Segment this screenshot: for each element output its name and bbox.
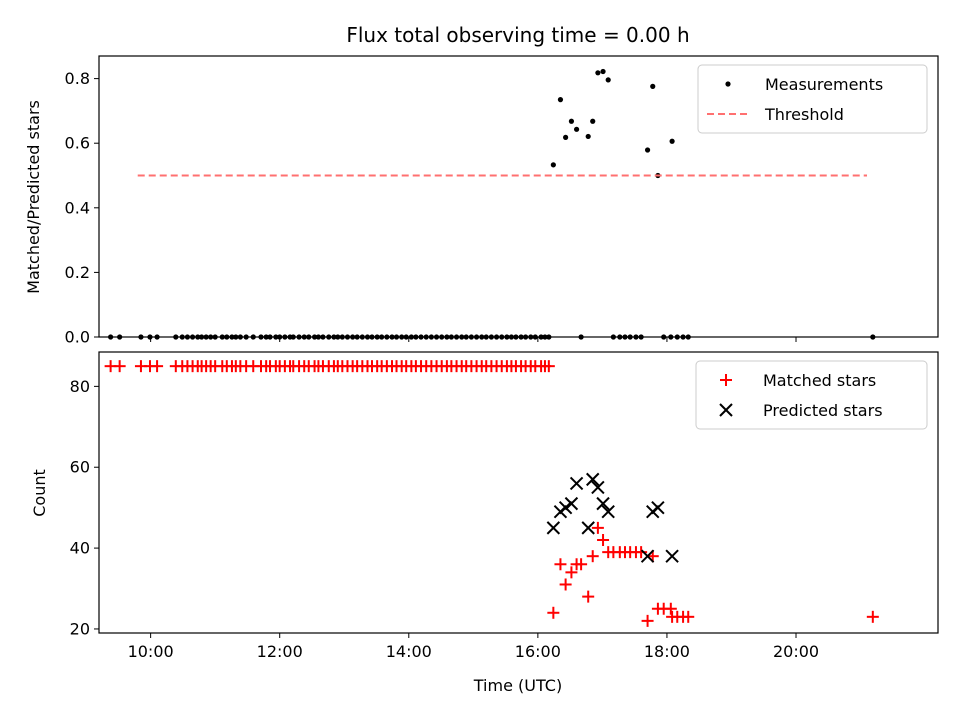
bottom-y-tick-label: 80 [70, 377, 90, 396]
top-panel: 0.00.20.40.60.8 Matched/Predicted stars … [24, 55, 939, 347]
bottom-y-tick-label: 60 [70, 458, 90, 477]
bottom-x-tick-label: 12:00 [257, 642, 303, 661]
bottom-y-tick-label: 20 [70, 619, 90, 638]
measurement-point [573, 126, 580, 132]
bottom-x-tick-label: 18:00 [644, 642, 690, 661]
predicted-star-point [591, 480, 605, 495]
matched-star-point [575, 558, 588, 571]
matched-star-point [565, 566, 578, 579]
bottom-legend: Matched stars Predicted stars [695, 360, 928, 430]
matched-star-point [664, 602, 677, 615]
measurement-point [590, 118, 596, 124]
matched-star-point [591, 521, 604, 534]
predicted-star-point [581, 521, 595, 535]
matched-star-point [582, 590, 595, 603]
measurement-point [600, 68, 606, 75]
bottom-y-tick-label: 40 [70, 539, 90, 558]
matched-star-point [586, 550, 599, 563]
matched-star-point [597, 534, 610, 547]
matched-star-point [113, 360, 126, 373]
predicted-star-point [569, 476, 584, 491]
top-y-tick-label: 0.2 [65, 263, 90, 282]
measurement-point [669, 138, 675, 144]
matched-star-point [559, 578, 572, 591]
matched-star-point [554, 558, 567, 571]
measurement-point [563, 134, 569, 140]
top-y-tick-label: 0.4 [65, 198, 90, 217]
predicted-star-point [665, 549, 679, 563]
top-y-tick-label: 0.6 [65, 134, 90, 153]
bottom-x-tick-label: 16:00 [515, 642, 561, 661]
predicted-star-point [564, 496, 579, 511]
matched-star-point [866, 610, 879, 623]
matched-star-point [635, 546, 648, 559]
bottom-plot-area [104, 360, 879, 627]
top-y-ticks: 0.0 0.2 0.4 0.6 0.8 [65, 69, 99, 347]
legend-marker-matched-stars [720, 374, 732, 386]
bottom-y-axis-label: Count [30, 469, 49, 517]
measurement-point [550, 162, 556, 168]
legend-label-measurements: Measurements [765, 75, 883, 94]
measurement-point [605, 77, 611, 83]
top-y-tick-label: 0.8 [65, 69, 90, 88]
matched-star-point [542, 360, 555, 373]
legend-label-predicted-stars: Predicted stars [763, 401, 883, 420]
figure-title: Flux total observing time = 0.00 h [346, 23, 689, 47]
predicted-star-point [586, 472, 600, 487]
bottom-x-ticks: 10:00 12:00 14:00 16:00 18:00 20:00 [128, 633, 819, 661]
bottom-x-tick-label: 20:00 [773, 642, 819, 661]
matched-star-point [641, 614, 654, 627]
predicted-star-point [640, 549, 655, 563]
predicted-star-point [558, 500, 573, 515]
bottom-x-tick-label: 10:00 [128, 642, 174, 661]
legend-label-threshold: Threshold [764, 105, 844, 124]
bottom-axes-frame [98, 351, 939, 634]
top-x-ticks [150, 337, 797, 342]
measurement-point [557, 97, 564, 103]
legend-marker-predicted-stars [719, 403, 733, 417]
bottom-legend-box [695, 360, 928, 430]
legend-marker-measurements [725, 81, 731, 87]
measurement-point [595, 70, 601, 76]
top-y-axis-label: Matched/Predicted stars [24, 100, 43, 294]
top-y-tick-label: 0.0 [65, 328, 90, 347]
measurement-point [644, 147, 651, 153]
matched-star-point [547, 606, 560, 619]
predicted-star-point [596, 496, 610, 511]
predicted-star-point [546, 521, 561, 535]
top-axes-frame [98, 55, 939, 338]
matched-star-point [151, 360, 164, 373]
legend-label-matched-stars: Matched stars [763, 371, 876, 390]
top-legend-box [697, 64, 928, 134]
predicted-star-point [601, 504, 615, 519]
measurement-point [585, 133, 591, 140]
predicted-star-point [651, 500, 665, 515]
top-legend: Measurements Threshold [697, 64, 928, 134]
measurement-point [568, 118, 575, 124]
measurement-point [650, 83, 656, 89]
matched-star-point [682, 610, 695, 623]
x-axis-label: Time (UTC) [473, 676, 562, 695]
bottom-x-tick-label: 14:00 [386, 642, 432, 661]
bottom-y-ticks: 20 40 60 80 [70, 377, 99, 638]
